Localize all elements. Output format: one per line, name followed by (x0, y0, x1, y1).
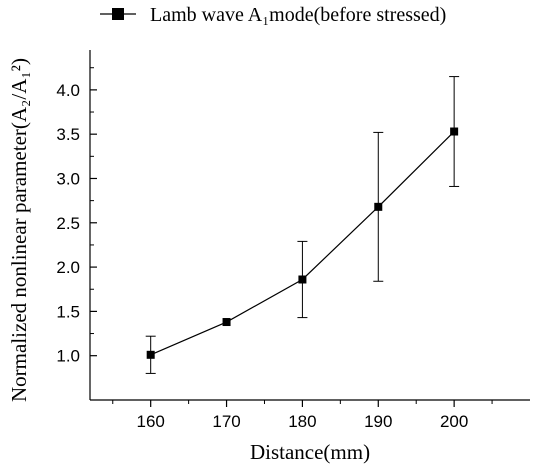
data-point (222, 318, 231, 327)
y-tick-label: 3.0 (56, 169, 80, 188)
legend: Lamb wave A₁mode(before stressed) (100, 4, 446, 26)
data-point (374, 202, 383, 211)
data-point (450, 127, 459, 136)
y-tick-label: 4.0 (56, 81, 80, 100)
y-tick-label: 1.5 (56, 302, 80, 321)
x-tick-label: 180 (288, 412, 316, 431)
x-axis-label: Distance(mm) (250, 440, 370, 464)
data-point (298, 275, 307, 284)
series (145, 76, 460, 374)
axes (89, 50, 530, 401)
legend-label: Lamb wave A₁mode(before stressed) (150, 4, 446, 26)
x-tick-label: 170 (212, 412, 240, 431)
y-tick-label: 2.0 (56, 258, 80, 277)
x-tick-label: 190 (364, 412, 392, 431)
y-tick-label: 3.5 (56, 125, 80, 144)
y-axis-label: Normalized nonlinear parameter(A₂/A₁²) (7, 58, 31, 402)
y-tick-label: 2.5 (56, 214, 80, 233)
legend-marker (112, 8, 124, 20)
y-ticks: 1.0 1.5 2.0 2.5 3.0 3.5 4.0 (56, 67, 97, 366)
x-ticks: 160 170 180 190 200 (112, 400, 493, 431)
data-point (146, 350, 155, 359)
y-tick-label: 1.0 (56, 347, 80, 366)
x-tick-label: 200 (440, 412, 468, 431)
x-tick-label: 160 (137, 412, 165, 431)
